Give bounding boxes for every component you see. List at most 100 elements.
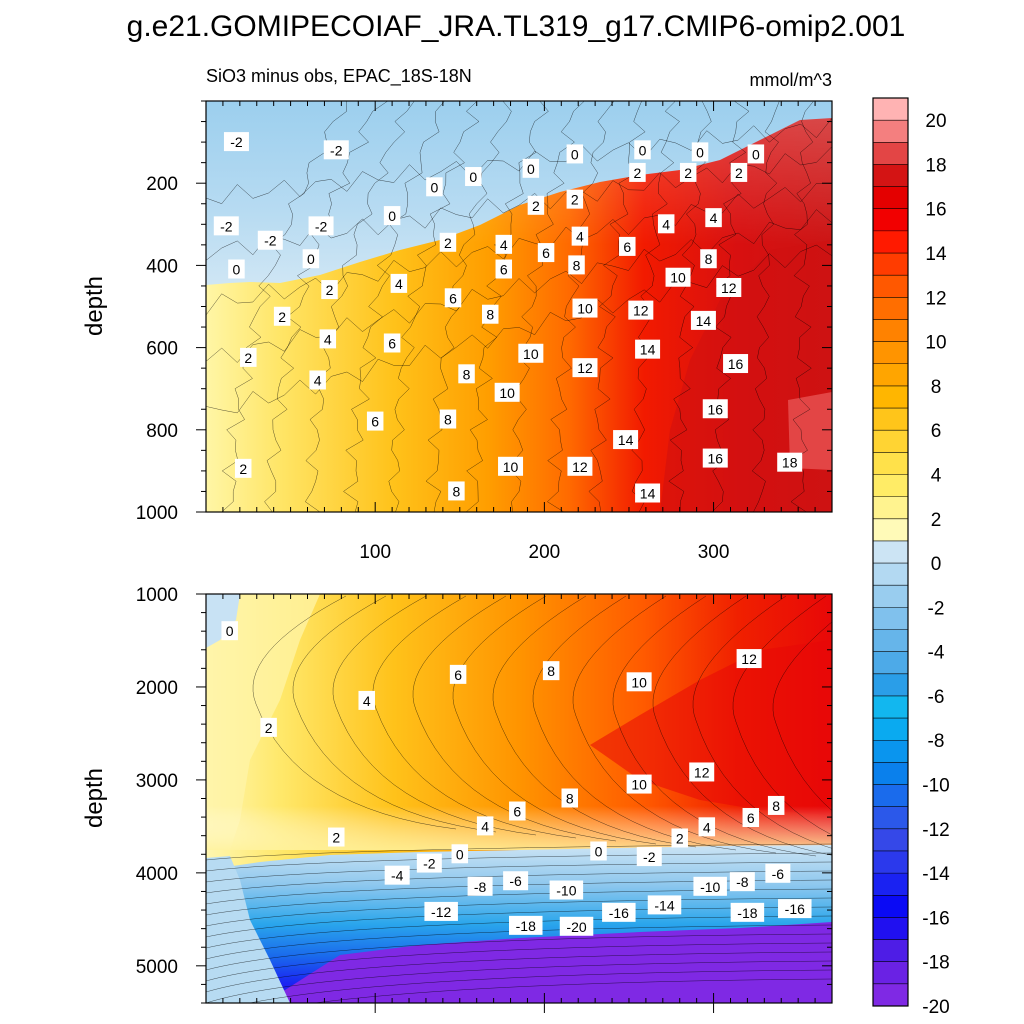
- lower-bottom-fade: [206, 740, 832, 850]
- lower-contour: [732, 595, 832, 836]
- contour-label-text: 18: [782, 455, 798, 471]
- contour-label-box: [700, 249, 717, 269]
- colorbar-swatch: [873, 983, 908, 1007]
- contour-label: 0: [228, 259, 245, 279]
- contour-label: 18: [777, 452, 803, 472]
- colorbar-label: -20: [922, 997, 949, 1018]
- contour-label-box: [729, 872, 755, 892]
- lower-contour: [206, 951, 832, 993]
- contour-label-text: 2: [278, 309, 286, 325]
- colorbar-label: 12: [925, 288, 946, 309]
- contour-label-box: [448, 481, 465, 501]
- lower-contour: [312, 978, 832, 1003]
- contour-label: 2: [240, 347, 257, 367]
- contour-label-text: -18: [737, 905, 757, 921]
- contour-label-text: -4: [391, 868, 404, 884]
- upper-panel: SiO3 minus obs, EPAC_18S-18N mmol/m^3 de…: [81, 66, 833, 563]
- y-tick-label: 400: [146, 256, 178, 277]
- contour-label: 2: [439, 232, 457, 252]
- contour-label: 14: [635, 339, 661, 359]
- contour-label-box: [390, 273, 408, 293]
- contour-label: 4: [495, 234, 513, 254]
- contour-label-box: [693, 876, 727, 896]
- figure-title: g.e21.GOMIPECOIAF_JRA.TL319_g17.CMIP6-om…: [127, 10, 906, 43]
- contour-label-box: [561, 788, 579, 808]
- colorbar-swatch: [873, 740, 908, 763]
- contour-label: -10: [693, 876, 727, 896]
- contour-label-box: [319, 329, 337, 349]
- contour-label-box: [705, 208, 722, 228]
- x-tick-label: 200: [529, 542, 561, 563]
- contour-label-box: [503, 871, 529, 891]
- contour-label: 4: [698, 817, 716, 837]
- contour-label-box: [777, 452, 803, 472]
- upper-heatmap: [206, 101, 832, 512]
- contour-label: 2: [234, 458, 252, 478]
- contour-label-box: [384, 865, 410, 885]
- contour-label: 12: [716, 278, 742, 298]
- upper-y-axis-label: depth: [81, 276, 108, 336]
- contour-label-text: 6: [454, 667, 462, 683]
- contour-label-text: -20: [566, 919, 586, 935]
- contour-label-text: 0: [571, 146, 579, 162]
- contour-label-text: -2: [315, 218, 328, 234]
- contour-label-box: [424, 901, 458, 921]
- contour-label: 8: [561, 788, 579, 808]
- contour-label: 2: [671, 828, 688, 848]
- contour-label: 6: [495, 259, 513, 279]
- contour-label-text: 4: [710, 210, 718, 226]
- contour-label-box: [716, 278, 742, 298]
- lower-contour: [572, 595, 777, 854]
- lower-surface-patch: [206, 594, 240, 648]
- colorbar-swatch: [873, 850, 908, 874]
- contour-label-text: 4: [363, 693, 371, 709]
- contour-label-text: 8: [705, 251, 713, 267]
- contour-label: 8: [458, 364, 475, 384]
- contour-label-box: [730, 902, 765, 922]
- contour-label-box: [665, 267, 691, 287]
- contour-label-box: [221, 621, 238, 641]
- colorbar-label: 16: [925, 200, 946, 221]
- contour-label-box: [481, 304, 499, 324]
- colorbar-swatch: [873, 718, 908, 741]
- contour-label: -2: [223, 132, 249, 152]
- contour-label-box: [426, 177, 443, 197]
- colorbar-swatch: [873, 452, 908, 475]
- contour-label-text: 10: [670, 270, 686, 286]
- lower-contour: [452, 595, 657, 845]
- contour-label-text: 2: [239, 461, 247, 477]
- contour-label-box: [439, 409, 457, 429]
- contour-label: 6: [537, 243, 555, 263]
- contour-label-box: [383, 206, 401, 226]
- contour-label-text: 6: [500, 262, 508, 278]
- contour-label-text: 10: [631, 777, 647, 793]
- contour-label-box: [444, 288, 462, 308]
- contour-label: 16: [702, 399, 728, 419]
- contour-label: 0: [465, 167, 482, 187]
- contour-label-text: 0: [752, 146, 760, 162]
- contour-label: 8: [700, 249, 717, 269]
- contour-label-box: [323, 140, 349, 160]
- contour-label-box: [518, 343, 544, 363]
- colorbar-swatch: [873, 939, 908, 963]
- colorbar-swatch: [873, 961, 908, 985]
- contour-label-box: [698, 817, 716, 837]
- contour-label-text: 0: [307, 251, 315, 267]
- contour-label-text: 4: [703, 819, 711, 835]
- contour-label: 12: [567, 456, 593, 476]
- contour-label-text: 12: [721, 280, 737, 296]
- contour-label-box: [590, 841, 607, 861]
- contour-label-text: -6: [772, 866, 785, 882]
- colorbar-swatch: [873, 408, 908, 431]
- lower-contour: [292, 595, 497, 833]
- contour-label: 10: [665, 267, 691, 287]
- lower-contour: [532, 595, 737, 851]
- contour-label: 12: [689, 762, 715, 782]
- contour-label-box: [537, 243, 555, 263]
- contour-label-box: [619, 236, 636, 256]
- contour-label: 12: [572, 358, 598, 378]
- lower-contour: [332, 595, 537, 836]
- colorbar-swatch: [873, 585, 908, 608]
